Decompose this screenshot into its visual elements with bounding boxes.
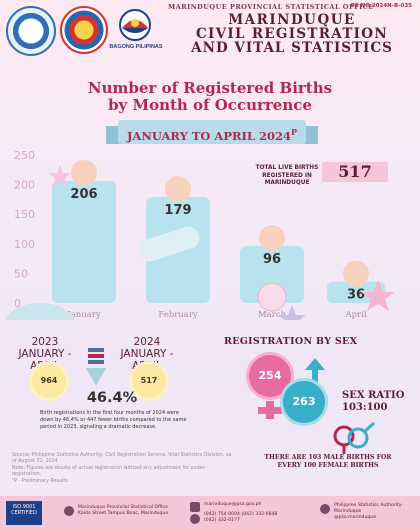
down-arrow-icon: [86, 348, 106, 386]
bar-value-label: 206: [70, 187, 97, 202]
bagong-pilipinas-text: BAGONG PILIPINAS: [109, 44, 163, 50]
period-text: JANUARY TO APRIL 2024P: [126, 127, 298, 143]
location-icon: [64, 506, 74, 516]
y-tick-label: 200: [14, 179, 35, 192]
x-category-label: April: [344, 310, 366, 320]
y-tick-label: 150: [14, 208, 35, 221]
bar-value-label: 179: [164, 203, 191, 218]
facebook-line-1: Philippine Statistics Authority-: [334, 503, 404, 508]
male-symbol-arrow-icon: [305, 358, 325, 370]
baby-icon: [343, 260, 369, 287]
sex-ratio-label: SEX RATIO: [342, 390, 405, 401]
decorations: [4, 165, 395, 320]
iso-line-2: CERTIFIED: [11, 510, 37, 516]
x-category-label: January: [66, 310, 101, 320]
reference-number: RE NO 2024N-B-035: [350, 3, 412, 9]
footer-facebook[interactable]: Philippine Statistics Authority- Marindu…: [334, 503, 418, 522]
source-note: Source: Philippine Statistics Authority,…: [12, 453, 232, 485]
facebook-line-2: Marinduque: [334, 509, 362, 515]
source-line-3: "P - Preliminary Results: [12, 478, 68, 484]
bar-value-label: 36: [347, 288, 365, 303]
comparison-note: Birth registrations in the first four mo…: [40, 410, 187, 430]
baby-bottle-icon: [138, 226, 200, 262]
address-line-1: Marinduque Provincial Statistical Office: [78, 505, 168, 510]
email-icon: [190, 502, 200, 512]
phone-icon: [190, 514, 200, 524]
y-tick-label: 250: [14, 149, 35, 162]
bar-value-label: 96: [263, 252, 281, 267]
y-axis: 0 50 100 150 200 250: [14, 149, 35, 310]
header: BAGONG PILIPINAS MARINDUQUE PROVINCIAL S…: [0, 0, 420, 62]
chart-title: Number of Registered Births by Month of …: [60, 79, 360, 115]
period-ribbon: JANUARY TO APRIL 2024P: [106, 120, 318, 144]
provincial-seal-icon: [60, 6, 108, 54]
footer-email[interactable]: marinduque@psa.gov.ph: [204, 502, 262, 507]
phone-3: (042) 332-0177: [204, 518, 240, 524]
bagong-pilipinas-logo-icon: [119, 9, 151, 41]
chart-title-line-2: by Month of Occurrence: [108, 96, 312, 115]
phone-2: (042) 332-0648: [241, 512, 278, 517]
x-category-label: March: [258, 310, 287, 320]
total-label-line-2: REGISTERED IN MARINDUQUE: [262, 172, 312, 187]
x-category-label: February: [158, 310, 198, 320]
office-name: MARINDUQUE PROVINCIAL STATISTICAL OFFICE: [168, 3, 374, 11]
psa-logo-icon: [6, 6, 56, 56]
baby-icon: [71, 160, 97, 187]
comparison-2024-value: 517: [132, 364, 166, 398]
rattle-icon: [257, 282, 287, 312]
comparison-2023-value: 964: [32, 364, 66, 398]
source-line-2: Note: Figures are results of actual regi…: [12, 465, 206, 478]
bar-january: [52, 181, 116, 303]
baby-icon: [165, 176, 191, 203]
star-icon: [361, 280, 395, 311]
title-line-2: CIVIL REGISTRATION: [195, 26, 388, 43]
total-births-value: 517: [322, 162, 388, 182]
female-symbol-cross: [258, 407, 282, 414]
bar-march: [240, 246, 304, 303]
star-icon: [278, 305, 306, 320]
facebook-line-3: @psa.marinduque: [334, 515, 377, 521]
stroller-icon: [4, 303, 76, 320]
sex-section-title: REGISTRATION BY SEX: [224, 336, 358, 347]
sex-ratio-note: THERE ARE 103 MALE BIRTHS FOR EVERY 100 …: [264, 454, 392, 470]
y-tick-label: 100: [14, 238, 35, 251]
footer-phones: (042) 754-0004 (042) 332-0648 (042) 332-…: [204, 512, 314, 524]
gender-symbols-icon: [333, 421, 376, 454]
period-superscript: P: [291, 127, 298, 137]
chart-title-line-1: Number of Registered Births: [87, 79, 333, 97]
total-label-line-1: TOTAL LIVE BIRTHS: [255, 165, 319, 171]
male-count: 263: [280, 378, 328, 426]
source-line-1: Source: Philippine Statistics Authority,…: [12, 453, 232, 465]
phone-1: (042) 754-0004: [204, 512, 240, 517]
baby-icon: [259, 225, 285, 252]
y-tick-label: 50: [14, 267, 28, 280]
title-line-1: MARINDUQUE: [228, 12, 356, 28]
male-symbol-shaft: [312, 368, 318, 390]
bars: 206 January 179 February 96 March 36 April: [52, 160, 385, 320]
address-line-2: Kaido Street Tampus Boac, Marinduque: [78, 511, 169, 517]
iso-line-1: ISO 9001: [12, 504, 36, 510]
total-births-label: TOTAL LIVE BIRTHS REGISTERED IN MARINDUQ…: [244, 165, 330, 188]
star-icon: [49, 165, 71, 186]
sex-ratio-value: 103:100: [342, 402, 388, 413]
births-bar-chart: 0 50 100 150 200 250 206 January 179 February 96 M…: [4, 149, 395, 320]
iso-badge: ISO 9001 CERTIFIED: [6, 501, 42, 525]
percent-change: 46.4%: [86, 390, 138, 406]
period-label: JANUARY TO APRIL 2024: [126, 128, 292, 143]
title-line-3: AND VITAL STATISTICS: [191, 40, 393, 57]
facebook-icon: [320, 504, 330, 514]
y-tick-label: 0: [14, 297, 21, 310]
footer-address: Marinduque Provincial Statistical Office…: [78, 505, 178, 517]
page-title: MARINDUQUE CIVIL REGISTRATION AND VITAL …: [170, 13, 414, 56]
